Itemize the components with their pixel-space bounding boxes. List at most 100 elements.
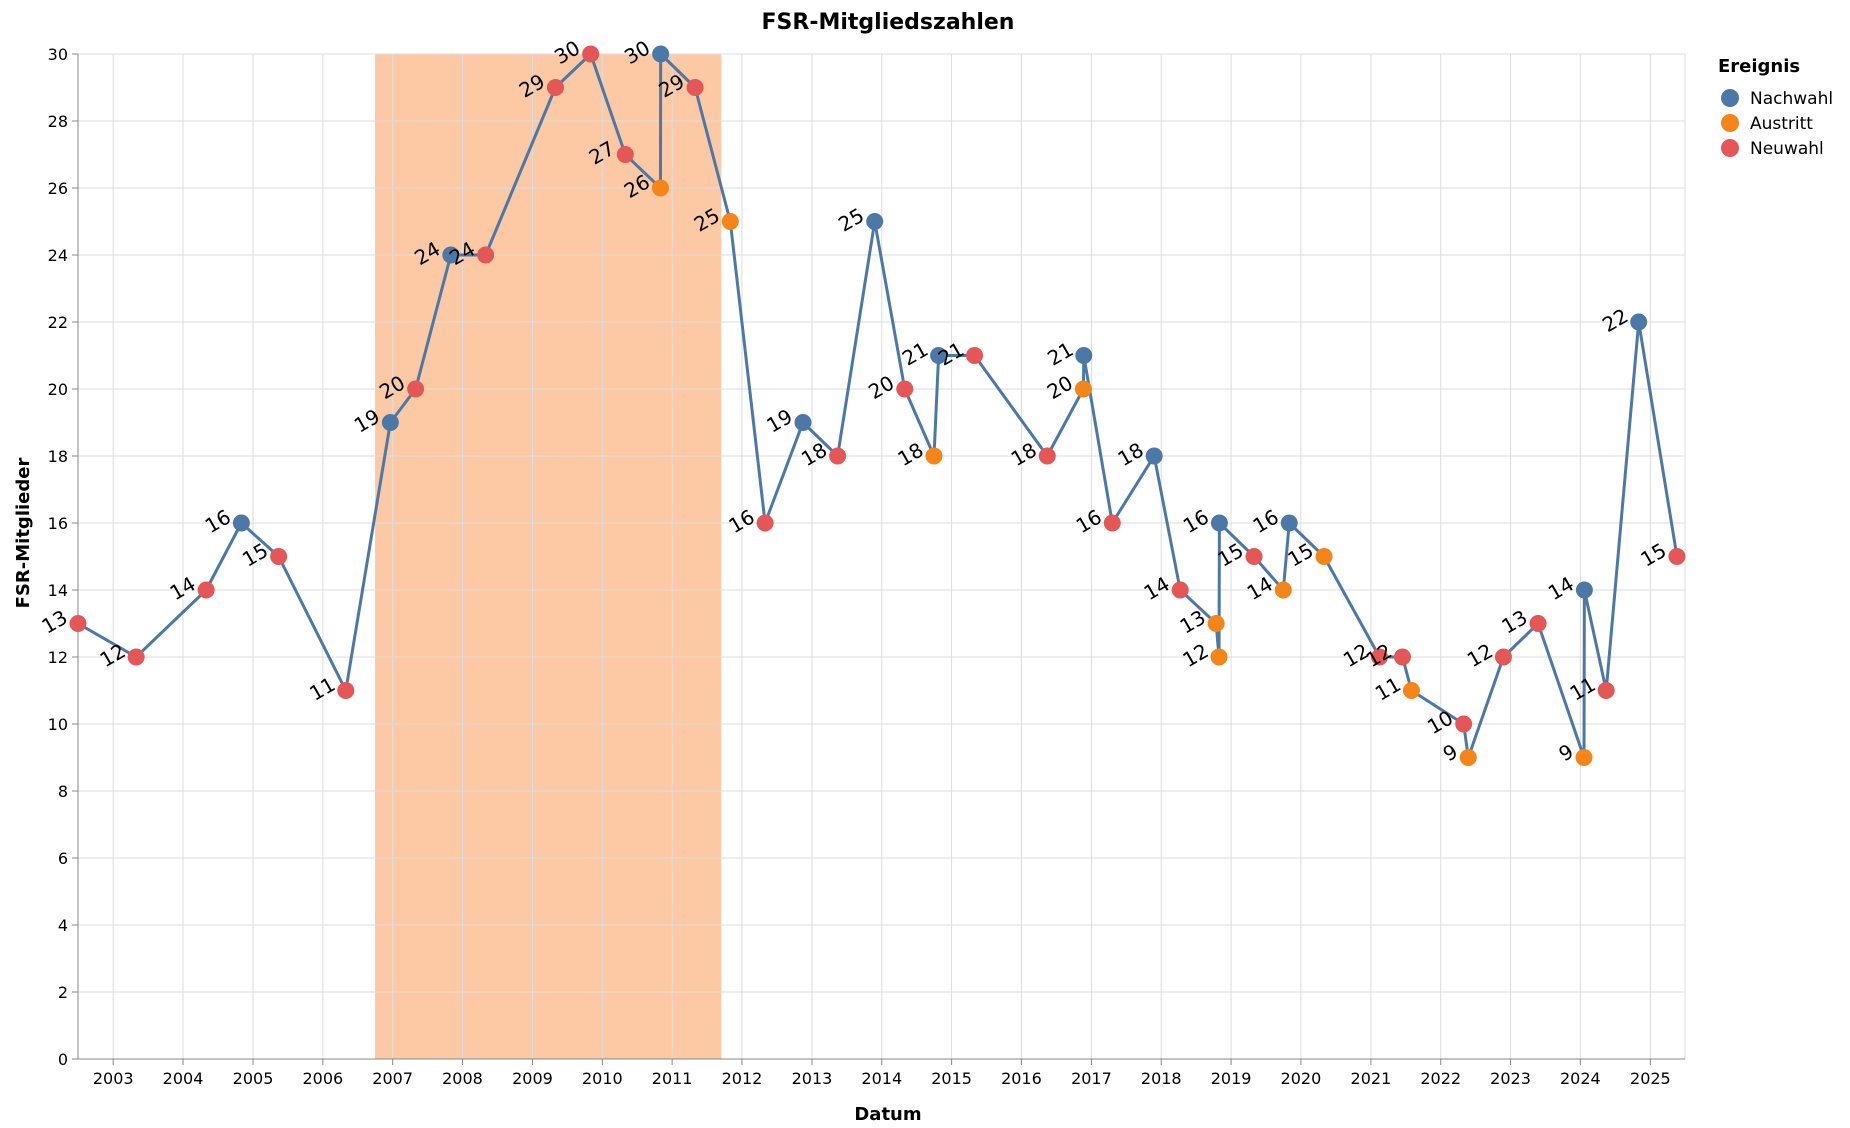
data-label: 19: [762, 404, 796, 438]
legend-symbol-austritt: [1721, 114, 1739, 132]
data-point-neuwahl: [1038, 447, 1056, 465]
data-point-neuwahl: [1529, 615, 1547, 632]
data-point-austritt: [1315, 548, 1333, 565]
legend: Ereignis Nachwahl Austritt Neuwahl: [1718, 56, 1833, 159]
x-tick-label: 2005: [233, 1069, 274, 1088]
legend-label: Nachwahl: [1750, 89, 1833, 109]
x-tick-label: 2018: [1141, 1069, 1182, 1088]
data-point-nachwahl: [930, 347, 948, 364]
x-tick-label: 2016: [1001, 1069, 1042, 1088]
data-label: 16: [1179, 505, 1213, 539]
x-tick-label: 2023: [1490, 1069, 1531, 1088]
data-point-neuwahl: [1597, 682, 1615, 699]
data-label: 12: [1362, 639, 1396, 673]
data-point-neuwahl: [1103, 514, 1121, 532]
data-point-neuwahl: [896, 380, 914, 398]
data-point-neuwahl: [686, 79, 704, 96]
data-point-neuwahl: [1393, 648, 1411, 666]
series-line: [77, 52, 1679, 759]
data-label: 20: [1043, 371, 1077, 405]
data-label: 21: [1043, 337, 1077, 371]
data-point-neuwahl: [1455, 715, 1473, 733]
data-point-neuwahl: [966, 347, 984, 364]
y-axis-title: FSR-Mitglieder: [13, 458, 34, 609]
legend-symbol-nachwahl: [1721, 89, 1739, 107]
y-tick-label: 28: [48, 112, 68, 131]
x-tick-label: 2004: [163, 1069, 204, 1088]
x-axis-title: Datum: [854, 1104, 921, 1125]
series-line-layer: [77, 52, 1679, 759]
data-point-neuwahl: [337, 682, 355, 699]
x-tick-label: 2020: [1281, 1069, 1322, 1088]
data-point-nachwahl: [1280, 514, 1298, 532]
data-point-austritt: [1402, 682, 1420, 699]
data-label: 18: [797, 438, 831, 472]
y-tick-label: 22: [48, 313, 68, 332]
data-label: 22: [1598, 304, 1632, 338]
x-tick-label: 2015: [931, 1069, 972, 1088]
data-label: 12: [1178, 639, 1212, 673]
data-point-austritt: [1074, 380, 1092, 398]
grid-layer: [78, 53, 1686, 1060]
data-point-nachwahl: [866, 213, 884, 230]
data-label: 16: [1249, 505, 1283, 539]
data-label: 13: [1176, 605, 1210, 639]
data-label: 20: [864, 371, 898, 405]
data-point-neuwahl: [127, 648, 145, 666]
points-layer: [69, 45, 1686, 766]
data-label: 16: [1072, 505, 1106, 539]
x-tick-label: 2012: [722, 1069, 763, 1088]
data-point-nachwahl: [1630, 313, 1648, 331]
x-tick-label: 2008: [442, 1069, 483, 1088]
data-point-austritt: [1274, 581, 1292, 599]
data-point-neuwahl: [756, 514, 774, 532]
data-point-neuwahl: [1668, 548, 1686, 565]
data-point-neuwahl: [1371, 648, 1389, 666]
x-tick-label: 2006: [302, 1069, 343, 1088]
y-tick-label: 0: [58, 1050, 68, 1069]
data-point-austritt: [1210, 648, 1228, 666]
x-tick-label: 2009: [512, 1069, 553, 1088]
x-tick-label: 2007: [372, 1069, 413, 1088]
highlight-band: [375, 54, 722, 1059]
data-point-neuwahl: [477, 246, 495, 264]
data-label: 15: [1636, 538, 1670, 572]
data-point-nachwahl: [652, 45, 670, 63]
data-point-nachwahl: [1210, 514, 1228, 532]
x-tick-label: 2021: [1351, 1069, 1392, 1088]
x-tick-label: 2014: [861, 1069, 902, 1088]
data-point-austritt: [1207, 615, 1225, 632]
data-label: 25: [834, 203, 868, 237]
data-label: 12: [1463, 639, 1497, 673]
y-tick-label: 18: [48, 447, 68, 466]
y-tick-label: 10: [48, 715, 68, 734]
y-tick-label: 8: [58, 782, 68, 801]
data-point-neuwahl: [407, 380, 425, 398]
x-tick-label: 2011: [652, 1069, 693, 1088]
data-point-nachwahl: [442, 246, 460, 264]
data-label: 15: [238, 538, 272, 572]
data-label: 16: [201, 505, 235, 539]
y-tick-label: 6: [58, 849, 68, 868]
y-tick-label: 14: [48, 581, 68, 600]
data-point-neuwahl: [69, 615, 87, 632]
data-point-nachwahl: [1575, 581, 1593, 599]
data-point-neuwahl: [546, 79, 564, 96]
data-point-nachwahl: [1075, 347, 1093, 364]
data-label: 18: [893, 438, 927, 472]
y-tick-label: 4: [58, 916, 68, 935]
data-point-nachwahl: [381, 414, 399, 431]
data-label: 9: [1439, 739, 1462, 766]
data-point-austritt: [1575, 749, 1593, 766]
data-label: 10: [1423, 706, 1457, 740]
data-label: 14: [1140, 572, 1174, 606]
x-tick-label: 2019: [1211, 1069, 1252, 1088]
data-point-austritt: [651, 179, 669, 197]
y-tick-label: 12: [48, 648, 68, 667]
data-point-neuwahl: [829, 447, 847, 465]
legend-label: Neuwahl: [1750, 139, 1824, 159]
data-label: 11: [1371, 672, 1405, 706]
